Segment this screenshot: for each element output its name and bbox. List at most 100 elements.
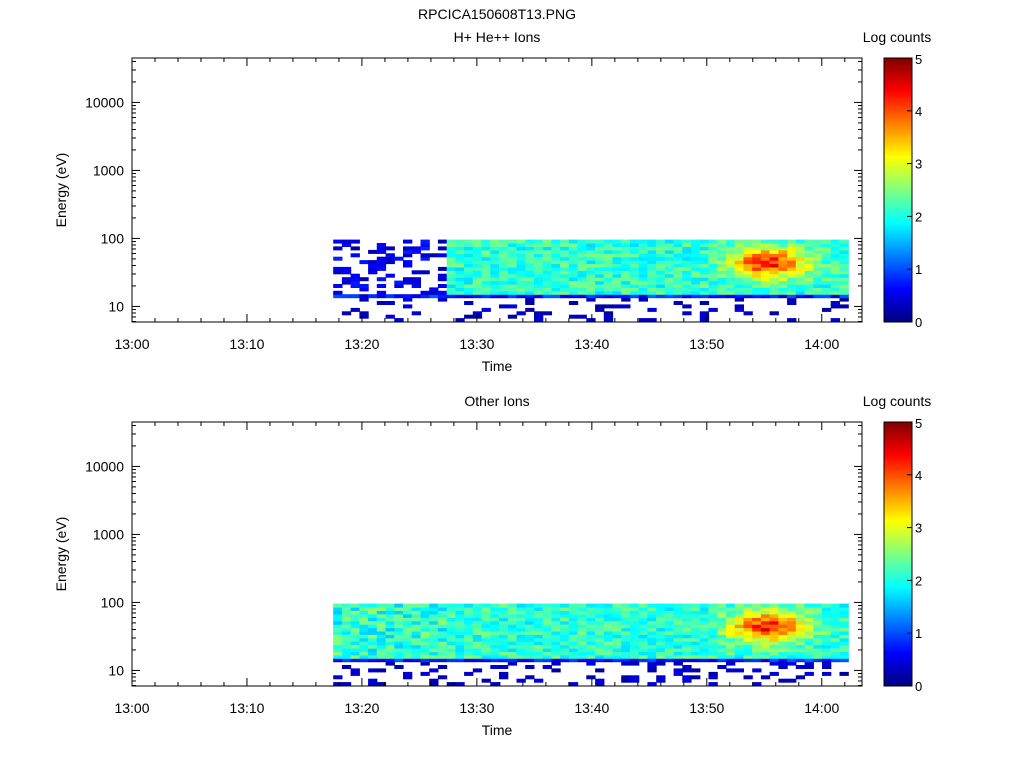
heatmap-cell (743, 641, 753, 646)
heatmap-cell (673, 627, 683, 632)
heatmap-cell (830, 270, 840, 275)
heatmap-cell (472, 260, 483, 265)
heatmap-cell (341, 682, 352, 687)
heatmap-cell (568, 630, 579, 635)
heatmap-cell (647, 682, 657, 687)
heatmap-cell (795, 603, 806, 608)
heatmap-cell (560, 253, 570, 258)
heatmap-cell (516, 273, 526, 278)
y-tick-label: 1000 (93, 162, 124, 178)
y-tick-label: 10 (108, 662, 124, 678)
heatmap-cell (760, 607, 771, 611)
heatmap-cell (542, 617, 552, 622)
heatmap-cell (664, 627, 675, 632)
heatmap-cell (420, 658, 430, 663)
heatmap-cell (350, 280, 360, 285)
heatmap-cell (734, 654, 744, 659)
heatmap-cell (603, 627, 614, 632)
heatmap-cell (612, 263, 622, 268)
heatmap-cell (525, 665, 535, 669)
heatmap-cell (472, 654, 483, 659)
heatmap-cell (525, 634, 535, 639)
heatmap-cell (603, 253, 614, 258)
heatmap-cell (760, 277, 771, 282)
heatmap-cell (734, 603, 744, 608)
heatmap-cell (586, 658, 596, 663)
heatmap-cell (787, 678, 797, 683)
heatmap-cell (708, 603, 718, 608)
heatmap-cell (455, 603, 465, 608)
heatmap-cell (577, 246, 587, 251)
heatmap-cell (708, 239, 718, 244)
heatmap-cell (795, 637, 806, 642)
heatmap-cell (507, 627, 518, 632)
heatmap-cell (455, 253, 465, 258)
heatmap-cell (420, 617, 430, 622)
heatmap-cell (630, 651, 640, 656)
heatmap-cell (472, 253, 483, 258)
heatmap-cell (542, 603, 552, 608)
heatmap-cell (568, 256, 579, 261)
figure-title: RPCICA150608T13.PNG (418, 6, 576, 22)
heatmap-cell (429, 658, 439, 663)
heatmap-cell (621, 270, 631, 275)
heatmap-cell (752, 644, 762, 649)
heatmap-cell (603, 280, 614, 285)
heatmap-cell (813, 294, 823, 299)
heatmap-cell (534, 644, 544, 649)
heatmap-cell (499, 277, 509, 282)
heatmap-cell (822, 287, 832, 292)
heatmap-cell (490, 637, 500, 642)
heatmap-cell (647, 630, 657, 635)
panel-h-he-ions: 13:00 13:10 13:20 13:30 13:40 13:50 14:0010100… (53, 29, 931, 374)
heatmap-cell (656, 630, 666, 635)
heatmap-cell (534, 246, 544, 251)
heatmap-cell (525, 260, 535, 265)
heatmap-cell (699, 243, 710, 247)
heatmap-cell (743, 311, 753, 316)
heatmap-cell (437, 651, 448, 656)
heatmap-cell (568, 270, 579, 275)
heatmap-cell (411, 603, 421, 608)
heatmap-cell (787, 297, 797, 302)
heatmap-cell (464, 658, 474, 663)
heatmap-cell (420, 624, 430, 629)
heatmap-cell (726, 260, 736, 265)
heatmap-cell (551, 284, 561, 288)
heatmap-cell (499, 304, 509, 309)
heatmap-cell (560, 617, 570, 622)
heatmap-cell (577, 624, 587, 629)
heatmap-cell (638, 287, 648, 292)
colorbar-tick-label: 1 (915, 262, 922, 277)
heatmap-cell (647, 617, 657, 622)
heatmap-cell (822, 246, 832, 251)
heatmap-cell (542, 651, 552, 656)
heatmap-cell (403, 260, 413, 265)
heatmap-cell (621, 239, 631, 244)
heatmap-cell (403, 304, 413, 309)
heatmap-cell (638, 634, 648, 639)
heatmap-cell (376, 290, 387, 295)
heatmap-cell (577, 287, 587, 292)
heatmap-cell (673, 243, 683, 247)
x-tick-label: 13:50 (689, 336, 724, 352)
heatmap-cell (839, 260, 849, 265)
heatmap-cell (839, 603, 849, 608)
heatmap-cell (804, 637, 814, 642)
heatmap-cell (804, 239, 814, 244)
heatmap-cell (638, 648, 648, 652)
heatmap-cell (822, 627, 832, 632)
heatmap-cell (717, 243, 727, 247)
heatmap-cell (612, 630, 622, 635)
heatmap-cell (621, 256, 631, 261)
heatmap-cell (647, 627, 657, 632)
heatmap-cell (359, 603, 369, 608)
heatmap-cell (551, 637, 561, 642)
heatmap-cell (577, 627, 587, 632)
heatmap-cell (673, 613, 683, 618)
heatmap-cell (542, 243, 552, 247)
heatmap-cell (769, 610, 779, 615)
heatmap-cell (638, 613, 648, 618)
heatmap-cell (760, 260, 771, 265)
heatmap-cell (647, 651, 657, 656)
